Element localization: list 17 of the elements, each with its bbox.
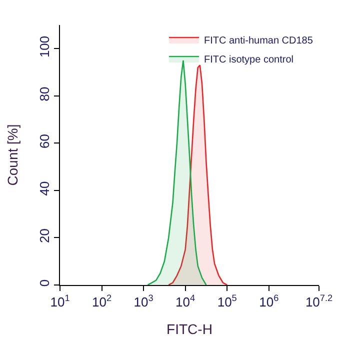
y-tick-label: 80: [36, 86, 52, 102]
legend-label: FITC isotype control: [204, 54, 294, 66]
x-tick-label: 10$^{7.2}$: [305, 293, 333, 310]
y-tick-label: 0: [36, 279, 52, 287]
x-tick-label: 10$^{4}$: [176, 293, 196, 310]
x-tick-label: 10$^{1}$: [50, 293, 70, 310]
y-tick-label: 100: [36, 36, 52, 58]
x-tick-label: 10$^{6}$: [259, 293, 279, 310]
x-tick-label: 10$^{3}$: [134, 293, 154, 310]
legend-label: FITC anti-human CD185: [204, 35, 314, 46]
y-tick-label: 20: [36, 228, 52, 244]
x-axis-title: FITC-H: [166, 320, 212, 337]
y-tick-label: 60: [36, 134, 52, 148]
y-tick-label: 40: [36, 181, 52, 196]
y-axis-title: Count [%]: [4, 124, 20, 186]
x-tick-label: 10$^{5}$: [217, 293, 237, 310]
x-tick-label: 10$^{2}$: [92, 293, 112, 310]
